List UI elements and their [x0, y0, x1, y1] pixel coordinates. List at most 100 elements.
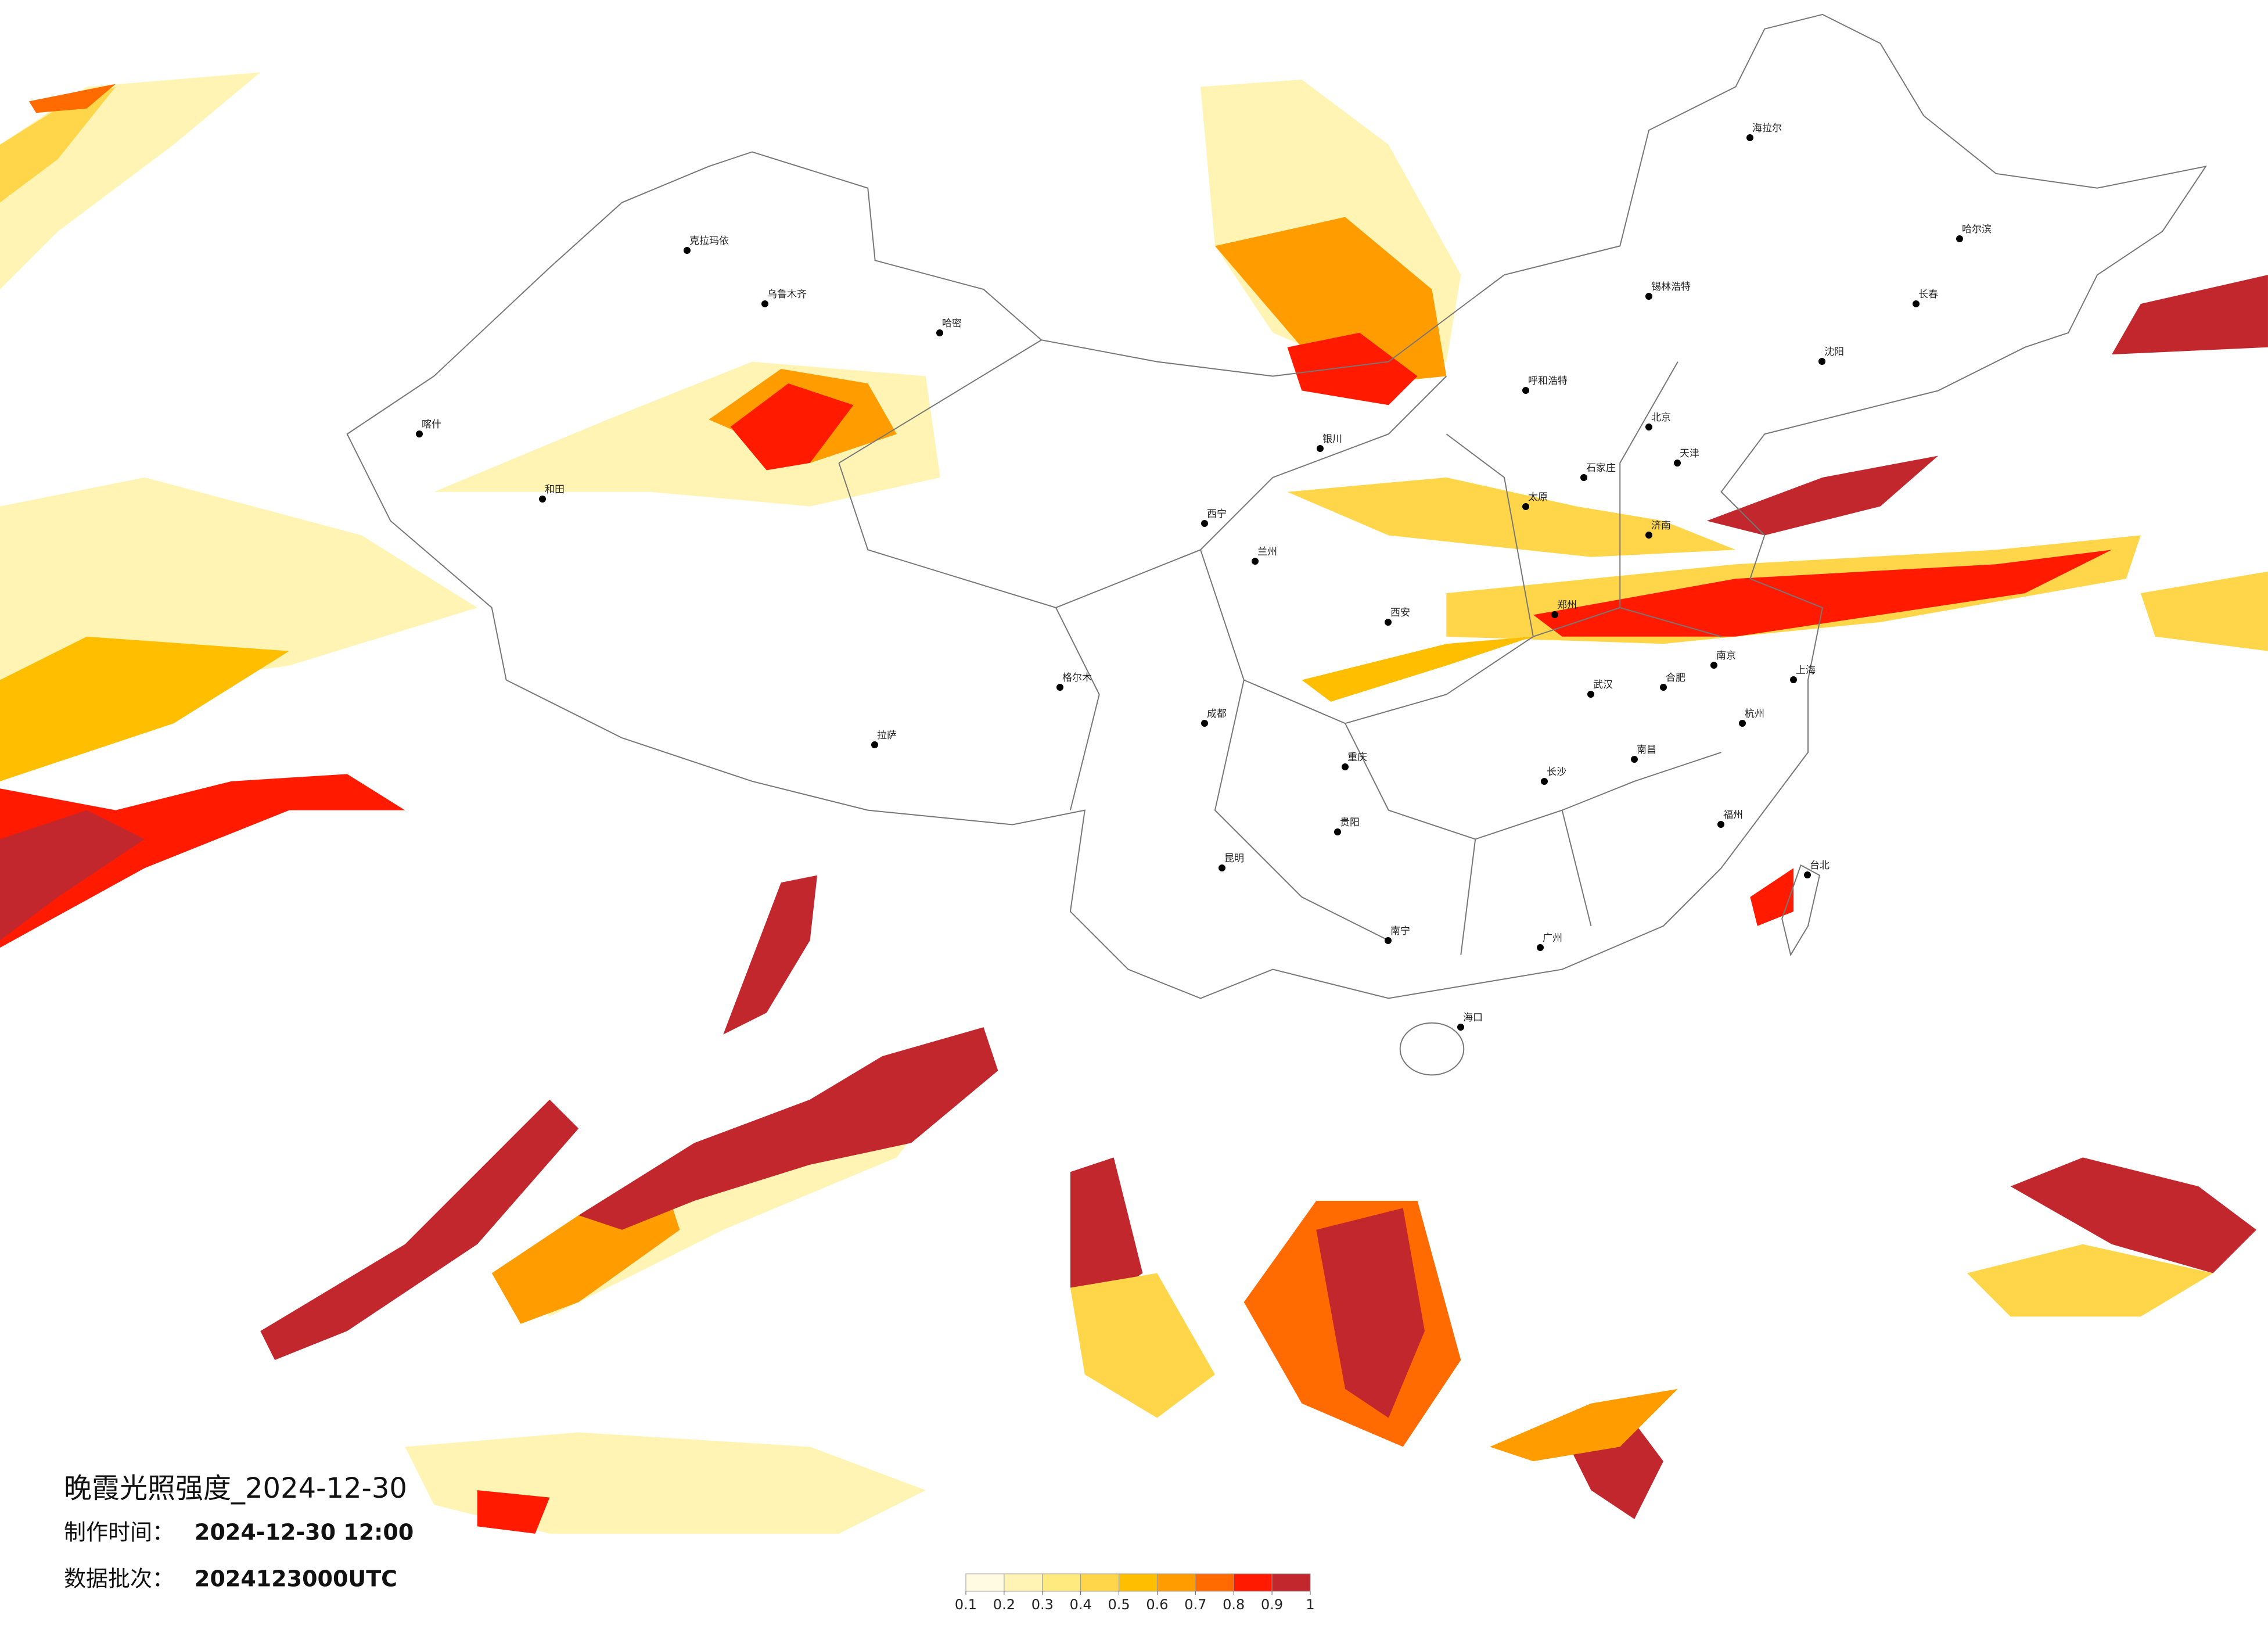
haze [1070, 1273, 1215, 1418]
colorbar-bin [1119, 1573, 1158, 1592]
city-dot [1385, 937, 1392, 944]
city-label: 济南 [1651, 520, 1671, 532]
haze [2140, 571, 2268, 651]
city-dot [1587, 691, 1594, 698]
haze [1287, 332, 1418, 406]
haze [1967, 1244, 2213, 1317]
colorbar-tick-label: 0.2 [993, 1596, 1015, 1613]
city-dot [1804, 871, 1811, 878]
colorbar-tick-label: 1 [1306, 1596, 1314, 1613]
city-label: 台北 [1810, 860, 1830, 871]
city-label: 天津 [1680, 448, 1699, 460]
map-title: 晚霞光照强度_2024-12-30 [64, 1472, 407, 1505]
colorbar-tick-label: 0.5 [1108, 1596, 1130, 1613]
city-dot [684, 247, 691, 254]
city-dot [1522, 387, 1529, 394]
city-dot [1385, 619, 1392, 626]
haze [1706, 455, 1939, 536]
city-dot [1717, 821, 1724, 828]
city-label: 银川 [1322, 433, 1342, 445]
city-dot [1645, 293, 1652, 300]
city-label: 拉萨 [877, 730, 897, 741]
city-dot [1201, 520, 1208, 527]
country-outline [346, 13, 2208, 999]
city-label: 海口 [1463, 1012, 1483, 1024]
batch-label: 数据批次： [64, 1566, 174, 1592]
city-dot [1522, 503, 1529, 510]
city-dot [1956, 235, 1963, 242]
city-dot [936, 329, 943, 336]
colorbar-bin [1195, 1573, 1234, 1592]
city-dot [1201, 720, 1208, 727]
batch-value: 2024123000UTC [195, 1566, 397, 1592]
colorbar-bin [1271, 1573, 1311, 1592]
haze [723, 875, 818, 1035]
city-label: 上海 [1796, 665, 1816, 676]
city-dot [1913, 300, 1920, 307]
haze [0, 87, 116, 203]
city-label: 呼和浩特 [1528, 375, 1568, 387]
city-label: 哈密 [942, 318, 962, 329]
city-label: 格尔木 [1062, 672, 1092, 684]
city-label: 沈阳 [1824, 346, 1844, 358]
province-border [838, 339, 1721, 955]
city-dot [1660, 684, 1667, 691]
city-dot [1645, 532, 1652, 539]
city-dot [1818, 358, 1825, 365]
made-label: 制作时间： [64, 1520, 174, 1545]
city-label: 克拉玛依 [689, 235, 729, 247]
colorbar-tick-label: 0.6 [1146, 1596, 1168, 1613]
city-dot [1342, 763, 1349, 770]
city-label: 重庆 [1347, 752, 1367, 763]
city-label: 南昌 [1637, 744, 1656, 756]
city-label: 贵阳 [1340, 817, 1360, 828]
haze [1490, 1388, 1678, 1462]
city-dot [539, 496, 546, 503]
haze [2111, 275, 2268, 355]
city-dot [1334, 828, 1341, 835]
city-label: 太原 [1528, 491, 1548, 503]
city-dot [416, 430, 423, 437]
city-label: 海拉尔 [1752, 123, 1782, 134]
haze [2010, 1157, 2257, 1273]
city-label: 锡林浩特 [1651, 281, 1691, 293]
city-dot [1252, 558, 1259, 565]
haze [1750, 868, 1794, 926]
haze [0, 636, 290, 781]
colorbar-tick-label: 0.4 [1070, 1596, 1092, 1613]
colorbar-bin [1233, 1573, 1273, 1592]
haze [730, 383, 854, 471]
city-label: 哈尔滨 [1962, 224, 1992, 235]
city-dot [1710, 662, 1717, 669]
colorbar-tick-label: 0.8 [1223, 1596, 1245, 1613]
city-label: 合肥 [1666, 672, 1685, 684]
colorbar-bin [1156, 1573, 1196, 1592]
city-dot [1631, 756, 1638, 763]
city-label: 广州 [1543, 932, 1562, 944]
colorbar-bin [965, 1573, 1005, 1592]
haze [28, 84, 116, 113]
city-dot [1746, 134, 1753, 141]
haze [1316, 1208, 1425, 1418]
colorbar-bin [1042, 1573, 1081, 1592]
colorbar-tick-label: 0.1 [955, 1596, 977, 1613]
city-label: 石家庄 [1586, 462, 1616, 474]
city-dot [1580, 474, 1587, 481]
city-dot [1056, 684, 1063, 691]
city-label: 武汉 [1593, 679, 1613, 691]
city-label: 福州 [1723, 809, 1743, 821]
city-dot [1551, 611, 1558, 618]
city-dot [871, 741, 878, 748]
city-label: 昆明 [1224, 853, 1244, 864]
city-dot [1457, 1024, 1464, 1031]
city-dot [1739, 720, 1746, 727]
colorbar: 0.1 0.2 0.3 0.4 0.5 0.6 0.7 0.8 0.9 1 [955, 1573, 1315, 1613]
haze [477, 1490, 550, 1534]
city-label: 杭州 [1745, 708, 1764, 720]
made-value: 2024-12-30 12:00 [195, 1520, 414, 1545]
colorbar-bin [1004, 1573, 1043, 1592]
city-label: 喀什 [422, 419, 441, 430]
city-label: 北京 [1651, 412, 1671, 424]
